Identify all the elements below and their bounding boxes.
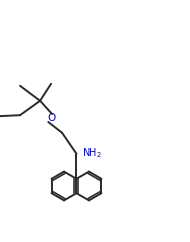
Text: NH$_2$: NH$_2$ xyxy=(82,146,102,160)
Text: O: O xyxy=(47,113,55,123)
